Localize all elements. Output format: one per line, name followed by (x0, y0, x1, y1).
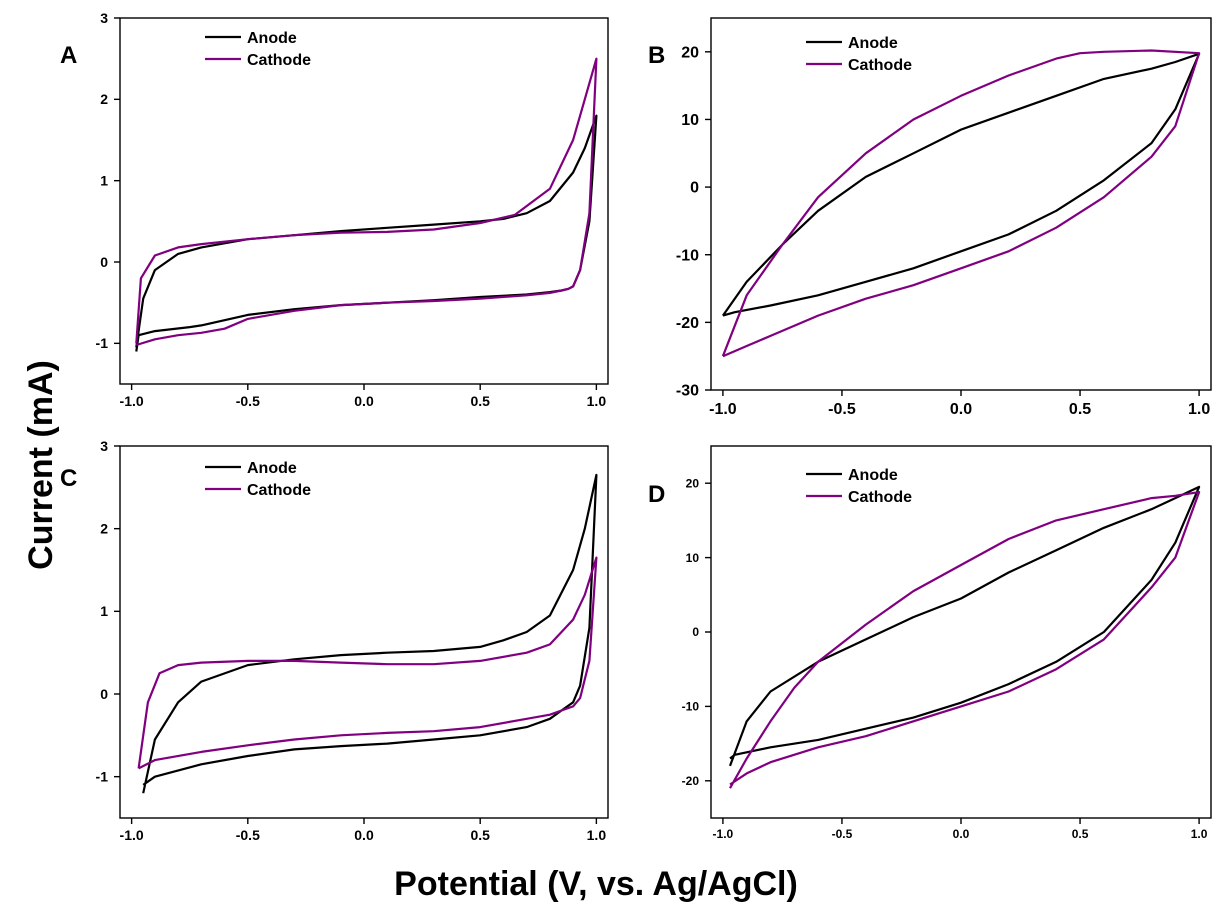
panel-a: -1.0 -0.5 0.0 0.5 1.0 -1 0 1 2 3 Anode Cathode A (60, 10, 609, 409)
series-cathode-line (729, 491, 1201, 789)
x-tick-label: 1.0 (587, 827, 607, 843)
panel-letter: B (648, 42, 665, 69)
x-tick-label: 0.5 (1072, 827, 1089, 841)
x-tick-label: 0.0 (354, 393, 374, 409)
y-tick-label: -1 (96, 335, 109, 351)
y-tick-label: 2 (100, 521, 108, 537)
legend-label-anode: Anode (247, 30, 297, 47)
legend-label-anode: Anode (848, 35, 898, 52)
series-cathode-line (135, 57, 598, 347)
y-tick-label: -20 (676, 315, 699, 332)
y-tick-label: 3 (100, 10, 108, 26)
x-tick-label: 0.0 (354, 827, 374, 843)
y-tick-label: 20 (681, 44, 699, 61)
x-tick-label: 1.0 (1188, 401, 1210, 418)
series-anode-line (722, 52, 1201, 317)
series-anode-line (135, 114, 598, 352)
x-tick-label: -0.5 (828, 401, 856, 418)
y-tick-label: 20 (686, 476, 700, 490)
legend-label-cathode: Cathode (848, 489, 912, 506)
plot-frame (710, 17, 1212, 391)
y-tick-label: 1 (100, 603, 108, 619)
y-tick-label: 0 (100, 254, 108, 270)
legend-label-cathode: Cathode (247, 482, 311, 499)
x-tick-label: -0.5 (236, 827, 260, 843)
panel-b: -1.0 -0.5 0.0 0.5 1.0 -30 -20 -10 0 10 20 Anode Cath… (648, 17, 1212, 418)
x-tick-label: -0.5 (832, 827, 853, 841)
x-axis-title: Potential (V, vs. Ag/AgCl) (394, 865, 798, 903)
y-tick-label: -30 (676, 383, 699, 400)
panel-letter: D (648, 481, 665, 508)
y-tick-label: 2 (100, 91, 108, 107)
y-tick-label: -10 (682, 700, 700, 714)
y-tick-label: 0 (690, 180, 699, 197)
series-anode-line (728, 485, 1201, 767)
x-tick-label: -1.0 (713, 827, 734, 841)
y-tick-label: -1 (96, 769, 109, 785)
y-tick-label: 10 (681, 112, 699, 129)
legend-label-cathode: Cathode (848, 57, 912, 74)
series-cathode-line (721, 49, 1201, 358)
panel-c: -1.0 -0.5 0.0 0.5 1.0 -1 0 1 2 3 Anode Cathode C (60, 438, 609, 843)
series-anode-line (142, 473, 598, 794)
x-tick-label: -1.0 (709, 401, 737, 418)
panels: -1.0 -0.5 0.0 0.5 1.0-10123AnodeCathodeA-1.0… (60, 10, 1212, 843)
plot-frame (119, 445, 609, 819)
y-tick-label: -20 (682, 774, 700, 788)
series-cathode-line (137, 556, 598, 770)
legend-label-anode: Anode (247, 460, 297, 477)
y-tick-label: 10 (686, 551, 700, 565)
x-tick-label: -1.0 (120, 827, 144, 843)
x-tick-label: -0.5 (236, 393, 260, 409)
panel-letter: C (60, 465, 77, 492)
x-tick-label: 0.0 (953, 827, 970, 841)
legend-label-cathode: Cathode (247, 52, 311, 69)
x-tick-label: 0.5 (470, 827, 490, 843)
x-tick-label: 1.0 (587, 393, 607, 409)
y-tick-label: 3 (100, 438, 108, 454)
y-tick-label: -10 (676, 247, 699, 264)
y-axis-title: Current (mA) (22, 360, 60, 570)
y-tick-label: 1 (100, 173, 108, 189)
x-tick-label: 0.5 (470, 393, 490, 409)
x-tick-label: 1.0 (1191, 827, 1208, 841)
x-tick-label: 0.5 (1069, 401, 1091, 418)
x-tick-label: 0.0 (950, 401, 972, 418)
y-tick-label: 0 (100, 686, 108, 702)
x-tick-label: -1.0 (120, 393, 144, 409)
panel-d: -1.0 -0.5 0.0 0.5 1.0 -20 -10 0 10 20 Anode Cathode… (648, 445, 1212, 841)
y-tick-label: 0 (692, 625, 699, 639)
legend-label-anode: Anode (848, 467, 898, 484)
panel-letter: A (60, 42, 77, 69)
